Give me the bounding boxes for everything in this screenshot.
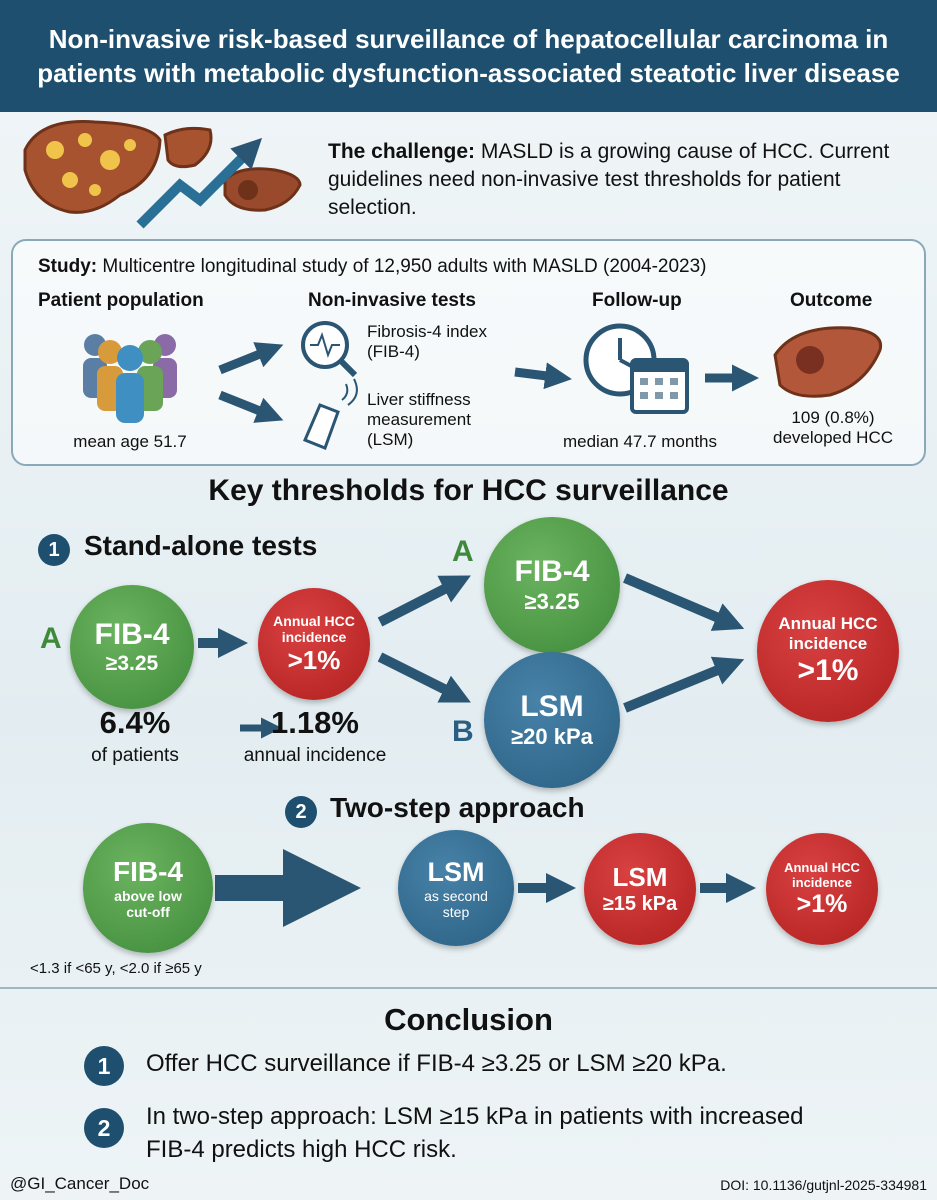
magnifier-icon	[301, 321, 358, 378]
option-letter: B	[452, 715, 474, 748]
column-heading: Non-invasive tests	[308, 290, 476, 311]
study-line: Study: Multicentre longitudinal study of…	[38, 256, 918, 278]
study-box	[11, 239, 926, 466]
section-heading: Stand-alone tests	[84, 530, 318, 561]
stat-value: 1.18%	[271, 705, 359, 740]
people-icon	[83, 334, 177, 423]
liver-icon	[23, 120, 302, 214]
note: <1.3 if <65 y, <2.0 if ≥65 y	[30, 960, 202, 977]
step-detail: as second step	[424, 887, 488, 920]
step-circle: LSM as second step	[398, 830, 514, 946]
result-value: >1%	[287, 644, 341, 675]
challenge-label: The challenge:	[328, 140, 476, 163]
hcc-liver-icon	[773, 326, 883, 398]
test-name: FIB-4	[514, 555, 590, 588]
section-title: Conclusion	[384, 1002, 553, 1037]
caption: median 47.7 months	[562, 432, 718, 451]
study-label: Study:	[38, 256, 98, 277]
item-number: 1	[84, 1046, 124, 1086]
test-item: Liver stiffness measurement (LSM)	[367, 390, 471, 449]
section-heading: Two-step approach	[330, 792, 585, 823]
caption: 109 (0.8%) developed HCC	[772, 408, 893, 447]
test-circle: LSM ≥20 kPa	[484, 652, 620, 788]
column-heading: Patient population	[38, 290, 204, 311]
result-circle: Annual HCC incidence >1%	[258, 588, 370, 700]
test-cutoff: ≥3.25	[105, 652, 159, 675]
probe-icon	[303, 378, 358, 450]
step-detail: above low cut-off	[114, 888, 182, 920]
challenge-text: MASLD is a growing cause of HCC. Current…	[328, 140, 890, 219]
stat-value: 6.4%	[99, 705, 171, 740]
arrows	[198, 342, 759, 927]
test-cutoff: ≥3.25	[524, 589, 580, 614]
item-text: In two-step approach: LSM ≥15 kPa in pat…	[146, 1103, 804, 1163]
step-number: 1	[38, 534, 70, 566]
doi: DOI: 10.1136/gutjnl-2025-334981	[720, 1177, 927, 1193]
step-name: Annual HCC incidence	[784, 859, 860, 890]
step-detail: ≥15 kPa	[602, 893, 678, 915]
test-name: LSM	[520, 690, 584, 723]
step-number: 2	[285, 796, 317, 828]
item-text: Offer HCC surveillance if FIB-4 ≥3.25 or…	[146, 1050, 727, 1077]
option-letter: A	[452, 535, 474, 568]
trend-arrow	[136, 137, 263, 229]
test-item: Fibrosis-4 index (FIB-4)	[367, 322, 487, 361]
result-circle: Annual HCC incidence >1%	[757, 580, 899, 722]
handle: @GI_Cancer_Doc	[10, 1174, 150, 1193]
test-name: FIB-4	[94, 618, 170, 651]
step-name: LSM	[612, 862, 668, 892]
result-label: Annual HCC incidence	[778, 614, 878, 653]
clock-calendar-icon	[583, 323, 689, 414]
option-letter: A	[40, 622, 62, 655]
test-circle: FIB-4 ≥3.25	[70, 585, 194, 709]
test-cutoff: ≥20 kPa	[511, 724, 593, 749]
step-circle: LSM ≥15 kPa	[584, 833, 696, 945]
challenge: The challenge: MASLD is a growing cause …	[328, 138, 918, 222]
step-name: LSM	[427, 856, 485, 887]
column-heading: Outcome	[790, 290, 873, 311]
result-label: Annual HCC incidence	[273, 612, 355, 645]
item-number: 2	[84, 1108, 124, 1148]
study-text: Multicentre longitudinal study of 12,950…	[102, 256, 707, 277]
step-name: FIB-4	[113, 856, 183, 887]
test-circle: FIB-4 ≥3.25	[484, 517, 620, 653]
stat-label: of patients	[91, 745, 179, 766]
step-circle: Annual HCC incidence >1%	[766, 833, 878, 945]
title: Non-invasive risk-based surveillance of …	[37, 24, 900, 88]
step-circle: FIB-4 above low cut-off	[83, 823, 213, 953]
header: Non-invasive risk-based surveillance of …	[0, 0, 937, 112]
stat-label: annual incidence	[243, 745, 387, 766]
result-value: >1%	[797, 654, 859, 687]
section-title: Key thresholds for HCC surveillance	[208, 474, 729, 507]
column-heading: Follow-up	[592, 290, 682, 311]
caption: mean age 51.7	[73, 432, 187, 451]
step-detail: >1%	[796, 889, 848, 918]
